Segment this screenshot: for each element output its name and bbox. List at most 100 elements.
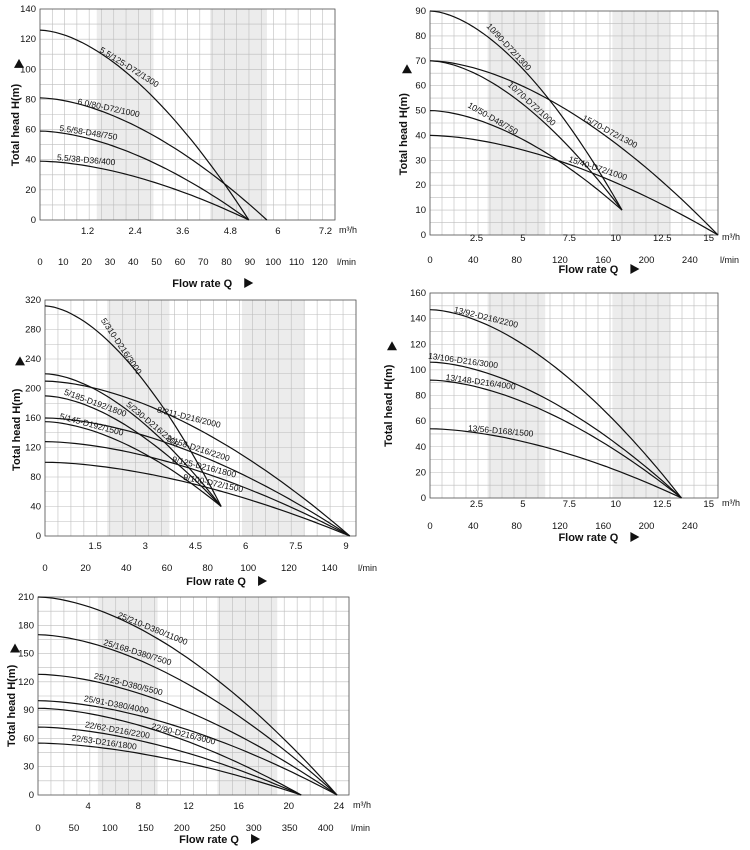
y-tick-label: 80: [415, 391, 426, 402]
lmin-tick-label: 50: [151, 257, 162, 268]
lmin-tick-label: 160: [595, 521, 611, 532]
series-line: [429, 60, 719, 236]
series-line: [429, 379, 682, 499]
y-tick-label: 90: [23, 705, 34, 716]
y-tick-label: 120: [25, 443, 41, 454]
y-axis-arrow-icon: [14, 58, 24, 68]
flow-tick-label: 16: [233, 801, 244, 812]
lmin-unit-label: l/min: [358, 563, 377, 573]
y-tick-label: 120: [410, 339, 426, 350]
series-line: [429, 10, 623, 211]
series-line: [429, 110, 623, 211]
y-tick-label: 140: [410, 314, 426, 325]
x-axis-label: Flow rate Q: [186, 576, 246, 588]
x-axis-arrow-icon: [630, 264, 640, 274]
plot-frame: [429, 292, 719, 499]
y-tick-label: 20: [25, 185, 36, 196]
flow-tick-label: 3: [143, 541, 148, 552]
y-tick-label: 90: [415, 6, 426, 17]
series-line: [429, 309, 682, 499]
lmin-tick-label: 350: [282, 823, 298, 834]
series-line: [44, 461, 351, 537]
y-tick-label: 210: [18, 592, 34, 603]
series-line: [39, 97, 268, 221]
y-tick-label: 60: [23, 733, 34, 744]
lmin-tick-label: 40: [468, 255, 479, 266]
x-axis-label: Flow rate Q: [179, 834, 239, 846]
y-tick-label: 0: [421, 230, 426, 241]
lmin-tick-label: 20: [81, 257, 92, 268]
lmin-tick-label: 40: [468, 521, 479, 532]
flow-tick-label: 5: [520, 233, 525, 244]
flow-unit-label: m³/h: [339, 225, 357, 235]
x-axis-label: Flow rate Q: [558, 532, 618, 544]
x-axis-arrow-icon: [630, 532, 640, 542]
y-axis-label: Total head H(m): [11, 388, 23, 471]
y-axis-arrow-icon: [402, 64, 412, 74]
flow-unit-label: m³/h: [353, 800, 371, 810]
lmin-tick-label: 0: [427, 255, 432, 266]
flow-tick-label: 2.5: [470, 233, 483, 244]
lmin-tick-label: 40: [121, 563, 132, 574]
flow-tick-label: 2.4: [129, 226, 142, 237]
y-tick-label: 30: [23, 762, 34, 773]
series-line: [37, 673, 338, 796]
x-axis-label: Flow rate Q: [172, 278, 232, 290]
lmin-unit-label: l/min: [351, 823, 370, 833]
series-line: [429, 60, 623, 211]
y-tick-label: 100: [410, 365, 426, 376]
y-tick-label: 40: [415, 442, 426, 453]
flow-tick-label: 7.5: [563, 233, 576, 244]
series-line: [39, 130, 250, 221]
lmin-tick-label: 120: [552, 521, 568, 532]
lmin-tick-label: 200: [174, 823, 190, 834]
flow-tick-label: 10: [611, 499, 622, 510]
lmin-tick-label: 120: [281, 563, 297, 574]
y-tick-label: 240: [25, 354, 41, 365]
y-tick-label: 20: [415, 467, 426, 478]
lmin-tick-label: 50: [69, 823, 80, 834]
flow-tick-label: 4.8: [224, 226, 237, 237]
y-axis-arrow-icon: [10, 643, 20, 653]
y-tick-label: 200: [25, 384, 41, 395]
flow-tick-label: 20: [284, 801, 295, 812]
y-tick-label: 160: [410, 288, 426, 299]
y-tick-label: 60: [415, 416, 426, 427]
lmin-tick-label: 120: [552, 255, 568, 266]
series-label: 22/90-D216/3000: [150, 721, 216, 747]
y-axis-label: Total head H(m): [383, 364, 395, 447]
x-axis-label: Flow rate Q: [558, 264, 618, 276]
y-tick-label: 120: [18, 677, 34, 688]
lmin-tick-label: 40: [128, 257, 139, 268]
y-tick-label: 30: [415, 155, 426, 166]
y-tick-label: 10: [415, 205, 426, 216]
y-axis-arrow-icon: [387, 341, 397, 351]
y-tick-label: 50: [415, 106, 426, 117]
lmin-tick-label: 90: [245, 257, 256, 268]
flow-tick-label: 1.2: [81, 226, 94, 237]
series-line: [44, 373, 222, 507]
y-tick-label: 320: [25, 295, 41, 306]
lmin-tick-label: 20: [80, 563, 91, 574]
lmin-tick-label: 30: [105, 257, 116, 268]
lmin-tick-label: 300: [246, 823, 262, 834]
flow-tick-label: 2.5: [470, 499, 483, 510]
lmin-tick-label: 240: [682, 255, 698, 266]
y-axis-label: Total head H(m): [10, 84, 22, 167]
lmin-tick-label: 70: [198, 257, 209, 268]
lmin-tick-label: 80: [202, 563, 213, 574]
y-tick-label: 0: [31, 215, 36, 226]
lmin-tick-label: 80: [511, 255, 522, 266]
lmin-tick-label: 160: [595, 255, 611, 266]
flow-tick-label: 12: [183, 801, 194, 812]
y-tick-label: 70: [415, 56, 426, 67]
x-axis-arrow-icon: [258, 576, 268, 586]
flow-tick-label: 24: [334, 801, 345, 812]
y-axis-label: Total head H(m): [6, 664, 18, 747]
series-line: [44, 305, 222, 507]
x-axis-arrow-icon: [251, 834, 261, 844]
flow-tick-label: 6: [275, 226, 280, 237]
plot-frame: [429, 10, 719, 236]
